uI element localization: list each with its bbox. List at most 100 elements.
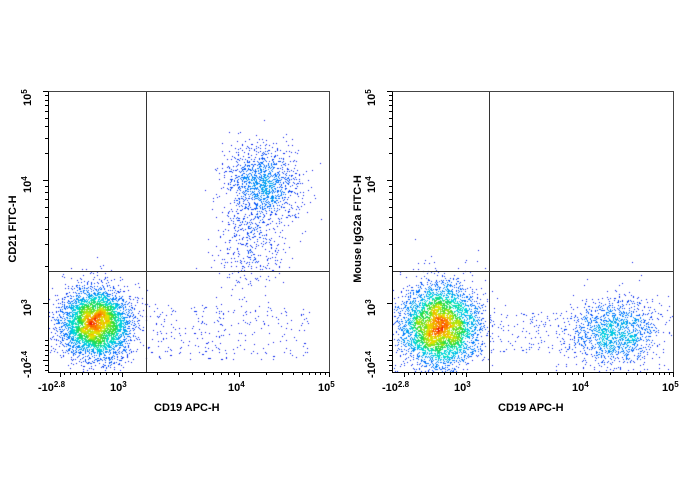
tick-mark [389, 229, 392, 230]
tick-mark [501, 372, 502, 375]
tick-mark [389, 266, 392, 267]
tick-mark [389, 345, 392, 346]
tick-mark [664, 372, 665, 375]
tick-mark [45, 365, 48, 366]
tick-mark [228, 372, 229, 375]
tick-mark [456, 372, 457, 375]
tick-mark [239, 372, 240, 377]
left-quadrant-gate-vertical[interactable] [146, 92, 147, 372]
left-x-tick-1e3: 103 [110, 380, 127, 394]
tick-mark [548, 372, 549, 375]
tick-mark [673, 372, 674, 377]
tick-mark [45, 360, 48, 361]
tick-mark [302, 372, 303, 375]
tick-mark [94, 372, 95, 375]
tick-mark [389, 207, 392, 208]
tick-mark [45, 105, 48, 106]
left-scatter-canvas [49, 92, 329, 372]
tick-mark [76, 372, 77, 375]
tick-mark [389, 118, 392, 119]
tick-mark [565, 372, 566, 375]
tick-mark [45, 244, 48, 245]
tick-mark [450, 372, 451, 375]
tick-mark [118, 372, 119, 375]
tick-mark [157, 372, 158, 375]
tick-mark [43, 180, 48, 181]
tick-mark [45, 229, 48, 230]
tick-mark [45, 126, 48, 127]
tick-mark [387, 91, 392, 92]
left-y-tick-1e3: 103 [20, 299, 34, 316]
tick-mark [444, 372, 445, 375]
left-quadrant-gate-horizontal[interactable] [49, 271, 329, 272]
tick-mark [578, 372, 579, 375]
tick-mark [266, 372, 267, 375]
tick-mark [45, 340, 48, 341]
tick-mark [389, 105, 392, 106]
tick-mark [389, 199, 392, 200]
tick-mark [45, 100, 48, 101]
tick-mark [293, 372, 294, 375]
tick-mark [45, 111, 48, 112]
right-x-tick-neg: -102.8 [382, 380, 410, 394]
tick-mark [60, 372, 61, 377]
tick-mark [45, 266, 48, 267]
tick-mark [557, 372, 558, 375]
tick-mark [389, 360, 392, 361]
tick-mark [426, 372, 427, 375]
tick-mark [178, 372, 179, 375]
tick-mark [389, 186, 392, 187]
tick-mark [43, 91, 48, 92]
tick-mark [389, 340, 392, 341]
tick-mark [45, 355, 48, 356]
tick-mark [572, 372, 573, 375]
tick-mark [320, 372, 321, 375]
tick-mark [389, 138, 392, 139]
right-scatter-canvas [393, 92, 673, 372]
tick-mark [387, 303, 392, 304]
right-x-tick-1e3: 103 [454, 380, 471, 394]
tick-mark [45, 350, 48, 351]
tick-mark [234, 372, 235, 375]
right-quadrant-gate-horizontal[interactable] [393, 271, 673, 272]
tick-mark [45, 345, 48, 346]
left-y-tick-1e5: 105 [20, 89, 34, 106]
tick-mark [45, 138, 48, 139]
left-y-tick-neg: -102.4 [20, 350, 34, 378]
tick-mark [404, 372, 405, 377]
right-x-tick-1e4: 104 [572, 380, 589, 394]
tick-mark [414, 372, 415, 375]
tick-mark [325, 372, 326, 375]
tick-mark [389, 370, 392, 371]
tick-mark [100, 372, 101, 375]
tick-mark [653, 372, 654, 375]
left-y-tick-1e4: 104 [20, 176, 34, 193]
right-y-axis-title: Mouse IgG2a FITC-H [352, 175, 364, 283]
tick-mark [389, 355, 392, 356]
left-plot-panel: 105 104 103 -102.4 -102.8 103 104 105 CD… [7, 89, 335, 414]
tick-mark [45, 118, 48, 119]
tick-mark [462, 372, 463, 375]
tick-mark [122, 372, 123, 377]
tick-mark [45, 199, 48, 200]
tick-mark [88, 372, 89, 375]
right-y-tick-1e5: 105 [364, 89, 378, 106]
right-y-tick-neg: -102.4 [364, 350, 378, 378]
tick-mark [192, 372, 193, 375]
tick-mark [82, 372, 83, 375]
tick-mark [213, 372, 214, 375]
tick-mark [329, 372, 330, 377]
tick-mark [389, 126, 392, 127]
tick-mark [45, 192, 48, 193]
tick-mark [70, 372, 71, 375]
tick-mark [536, 372, 537, 375]
tick-mark [659, 372, 660, 375]
tick-mark [309, 372, 310, 375]
right-quadrant-gate-vertical[interactable] [489, 92, 490, 372]
tick-mark [466, 372, 467, 377]
tick-mark [282, 372, 283, 375]
right-plot-panel: 105 104 103 -102.4 -102.8 103 104 105 CD… [344, 0, 688, 490]
left-x-tick-1e4: 104 [228, 380, 245, 394]
left-x-tick-1e5: 105 [318, 380, 335, 394]
tick-mark [522, 372, 523, 375]
